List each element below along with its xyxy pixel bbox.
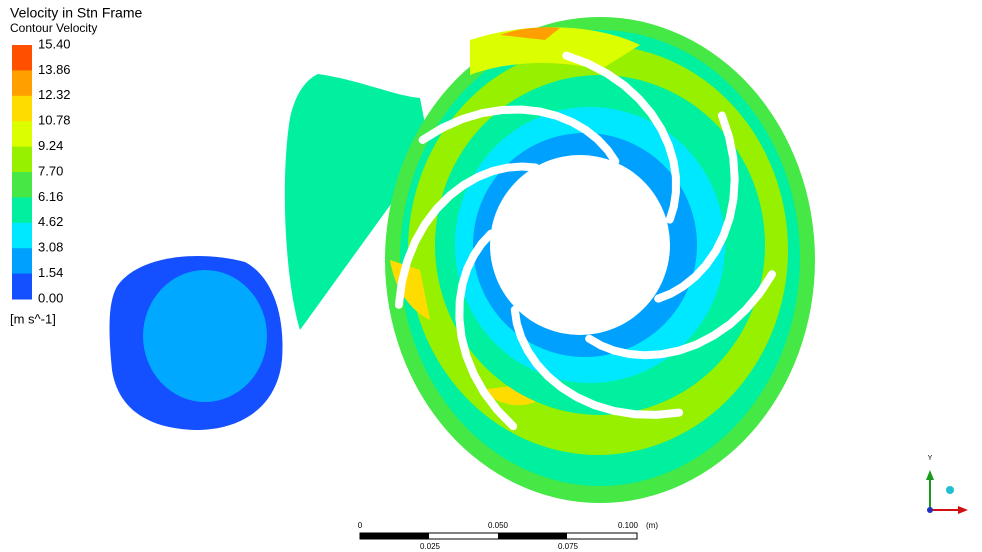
legend-level: 1.54 (38, 265, 63, 280)
legend-subtitle: Contour Velocity (10, 21, 97, 35)
viewer: Velocity in Stn Frame Contour Velocity 1… (0, 0, 982, 552)
scale-label: 0.075 (558, 542, 579, 551)
legend-band (12, 274, 32, 300)
legend-band (12, 70, 32, 96)
legend-unit: [m s^-1] (10, 311, 56, 326)
scale-label: 0.025 (420, 542, 441, 551)
scale-bar: 0 0.050 0.100 (m) 0.025 0.075 (358, 521, 659, 551)
legend-level: 0.00 (38, 290, 63, 305)
legend-level: 15.40 (38, 36, 71, 51)
legend-level: 9.24 (38, 138, 63, 153)
legend-band (12, 45, 32, 71)
legend-level: 12.32 (38, 87, 71, 102)
legend-level: 6.16 (38, 189, 63, 204)
axis-triad: Y (926, 455, 968, 514)
legend-band (12, 121, 32, 147)
legend-band (12, 147, 32, 173)
legend-level: 13.86 (38, 62, 71, 77)
scale-label: 0 (358, 521, 363, 530)
legend-level: 10.78 (38, 113, 71, 128)
inlet-pipe (110, 256, 283, 430)
legend-title: Velocity in Stn Frame (10, 5, 142, 21)
legend-band (12, 197, 32, 223)
legend-band (12, 172, 32, 198)
legend-band (12, 96, 32, 122)
legend-band (12, 223, 32, 249)
scale-unit: (m) (646, 521, 658, 530)
legend-level: 7.70 (38, 163, 63, 178)
legend-level: 4.62 (38, 214, 63, 229)
legend: 15.40 13.86 12.32 10.78 9.24 7.70 6.16 4.62 3.08… (12, 36, 71, 305)
legend-band (12, 248, 32, 274)
legend-level: 3.08 (38, 240, 63, 255)
scale-label: 0.050 (488, 521, 509, 530)
triad-label: Y (928, 455, 933, 462)
scale-label: 0.100 (618, 521, 639, 530)
impeller-contour (285, 17, 815, 503)
